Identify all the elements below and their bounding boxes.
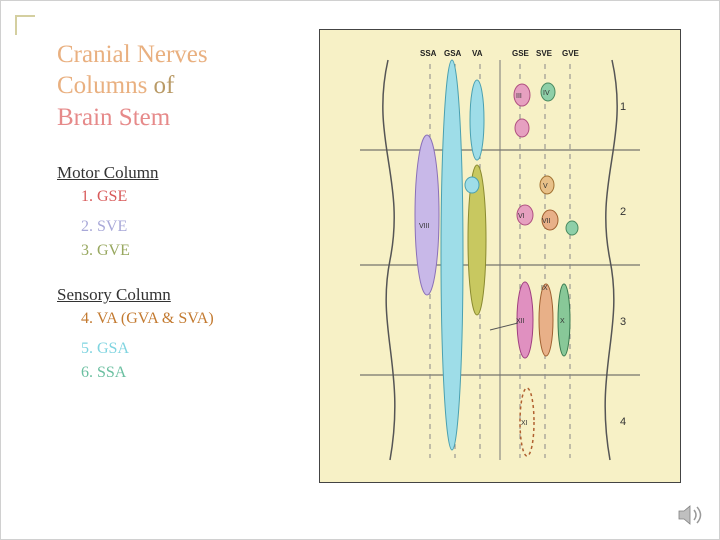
nucleus-gsa-long — [441, 60, 463, 450]
label-ssa: SSA — [420, 49, 437, 58]
nucleus-label-xi: XI — [521, 420, 528, 427]
label-gse: GSE — [512, 49, 530, 58]
title-line1: Cranial Nerves — [57, 41, 208, 68]
row-label-2: 2 — [620, 206, 626, 218]
audio-speaker-icon — [677, 503, 705, 527]
motor-heading: Motor Column — [57, 163, 159, 183]
label-gsa: GSA — [444, 49, 462, 58]
motor-item-gve: 3. GVE — [81, 239, 130, 263]
diagram-svg: SSA GSA VA GSE SVE GVE 1 2 3 4 VIII III … — [320, 30, 680, 482]
nucleus-label-ix: IX — [541, 285, 548, 292]
row-label-4: 4 — [620, 416, 626, 428]
row-label-1: 1 — [620, 101, 626, 113]
nucleus-label-vi: VI — [518, 213, 525, 220]
nucleus-iii-b — [515, 119, 529, 137]
sensory-items: 4. VA (GVA & SVA) 5. GSA 6. SSA — [81, 307, 214, 385]
nucleus-vii-gve — [566, 221, 578, 235]
label-gve: GVE — [562, 49, 580, 58]
nucleus-ix-x — [539, 284, 553, 356]
nucleus-label-xii: XII — [516, 318, 525, 325]
motor-items: 1. GSE 2. SVE 3. GVE — [81, 185, 130, 263]
pointer-line — [490, 323, 518, 330]
sensory-item-ssa: 6. SSA — [81, 361, 214, 385]
brainstem-columns-diagram: SSA GSA VA GSE SVE GVE 1 2 3 4 VIII III … — [319, 29, 681, 483]
nucleus-label-viii: VIII — [419, 223, 430, 230]
nucleus-gsa-upper — [470, 80, 484, 160]
brainstem-outline-left — [383, 60, 395, 460]
slide-corner-decoration — [15, 15, 35, 35]
nucleus-label-x: X — [560, 318, 565, 325]
column-labels: SSA GSA VA GSE SVE GVE — [420, 49, 580, 58]
nucleus-label-iii: III — [516, 93, 522, 100]
motor-item-gse: 1. GSE — [81, 185, 130, 209]
title-of: of — [154, 72, 175, 99]
label-va: VA — [472, 49, 483, 58]
nucleus-ssa-viii — [415, 135, 439, 295]
brainstem-outline-right — [605, 60, 617, 460]
sensory-heading: Sensory Column — [57, 285, 171, 305]
row-label-3: 3 — [620, 316, 626, 328]
label-sve: SVE — [536, 49, 553, 58]
slide-title: Cranial Nerves Columns of Brain Stem — [57, 39, 208, 133]
sensory-item-va: 4. VA (GVA & SVA) — [81, 307, 214, 331]
motor-item-sve: 2. SVE — [81, 215, 130, 239]
title-line2: Brain Stem — [57, 104, 170, 131]
title-columns: Columns — [57, 72, 147, 99]
nucleus-small-left-1 — [465, 177, 479, 193]
nucleus-label-iv: IV — [543, 90, 550, 97]
sensory-item-gsa: 5. GSA — [81, 337, 214, 361]
nucleus-label-v: V — [543, 183, 548, 190]
nucleus-label-vii: VII — [542, 218, 551, 225]
